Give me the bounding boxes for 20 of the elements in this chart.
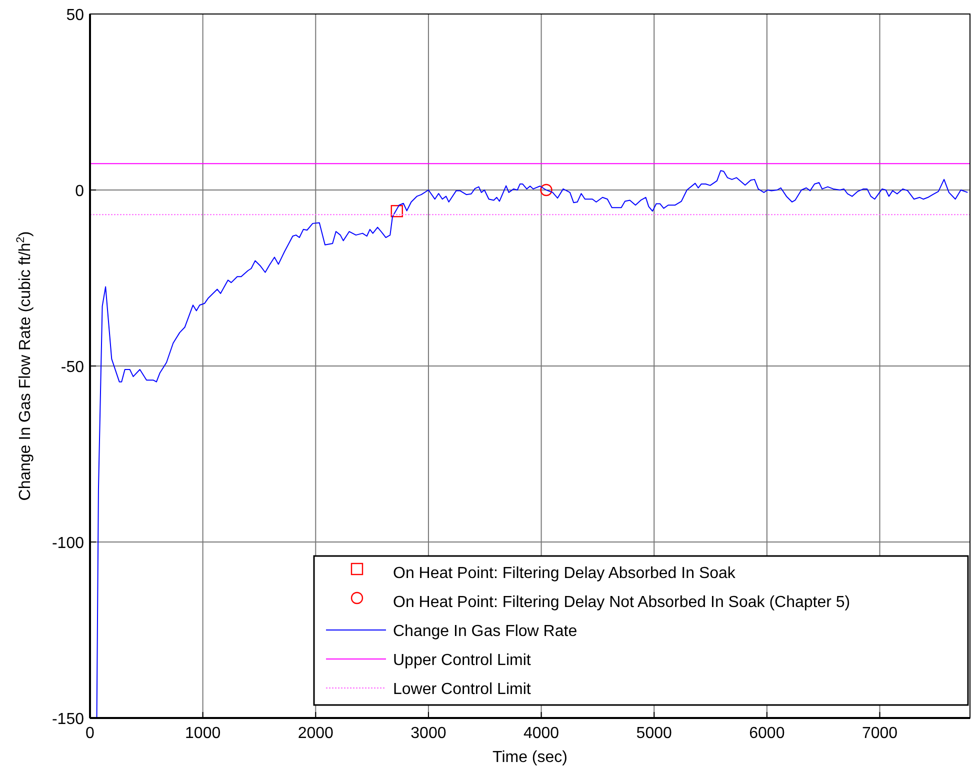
legend-label: Upper Control Limit xyxy=(393,652,532,669)
y-tick-label: -150 xyxy=(52,711,84,728)
x-tick-label: 7000 xyxy=(862,725,898,742)
line-series xyxy=(96,170,968,718)
legend-label: Change In Gas Flow Rate xyxy=(393,623,578,640)
x-tick-label: 3000 xyxy=(410,725,446,742)
y-tick-label: -100 xyxy=(52,535,84,552)
legend-label: Lower Control Limit xyxy=(393,681,532,698)
y-tick-label: 50 xyxy=(66,7,84,24)
legend-label: On Heat Point: Filtering Delay Not Absorbed In Soak (Chapter 5) xyxy=(393,594,850,611)
x-tick-label: 2000 xyxy=(298,725,334,742)
y-tick-label: -50 xyxy=(60,359,84,376)
x-axis-title: Time (sec) xyxy=(492,749,568,766)
x-tick-label: 0 xyxy=(86,725,95,742)
legend-label: On Heat Point: Filtering Delay Absorbed In Soak xyxy=(393,565,736,582)
x-tick-label: 1000 xyxy=(185,725,221,742)
x-tick-label: 5000 xyxy=(636,725,672,742)
y-tick-label: 0 xyxy=(75,183,84,200)
x-tick-label: 6000 xyxy=(749,725,785,742)
x-tick-label: 4000 xyxy=(523,725,560,742)
